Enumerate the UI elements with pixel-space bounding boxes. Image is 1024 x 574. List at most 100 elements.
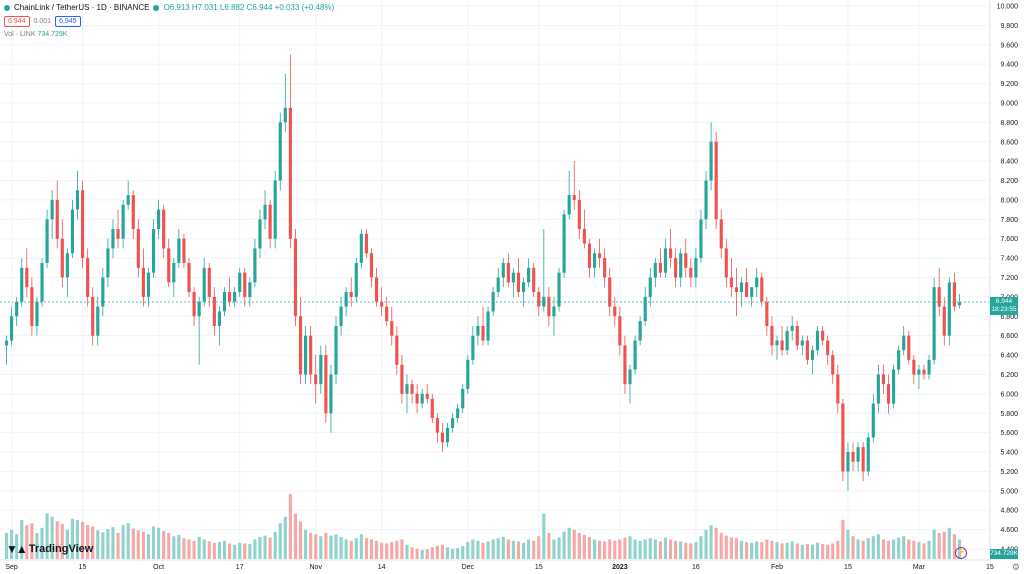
volume-bar [663,537,668,559]
candle-body [96,306,100,336]
volume-bars [4,494,962,559]
volume-bar [739,540,744,559]
candle-body [344,292,348,307]
candles [4,54,962,491]
time-tick-label: Sep [5,564,18,571]
candle-body [192,292,196,317]
tradingview-logo-icon: ▼▲ [6,542,28,556]
candle-body [775,340,779,346]
price-tick-label: 6.200 [1000,372,1018,379]
candle-body [202,267,206,302]
gear-icon[interactable]: ⚙ [1011,562,1020,572]
candle-body [55,199,59,239]
volume-bar [755,541,759,559]
price-tick-label: 8.400 [1000,159,1018,166]
candle-body [456,408,460,419]
candle-body [679,253,683,278]
volume-bar [841,520,845,559]
volume-bar [846,529,850,559]
volume-bar [643,539,647,559]
volume-bar [20,520,24,559]
candle-body [760,277,764,302]
price-tick-label: 4.800 [1000,508,1018,515]
volume-bar [623,537,627,559]
volume-bar [430,547,434,559]
candle-body [724,248,728,278]
volume-bar [151,526,156,559]
candle-body [75,190,80,210]
lightning-icon[interactable]: ⚡ [955,547,967,559]
volume-bar [780,543,784,559]
volume-bar [897,537,901,559]
candle-body [15,301,19,317]
volume-bar [603,541,607,559]
volume-bar [552,539,556,559]
volume-bar [917,542,921,559]
volume-bar [729,537,733,559]
volume-bar [937,533,941,559]
volume-bar [385,543,389,559]
candle-body [101,277,105,307]
volume-bar [55,521,59,559]
candle-body [932,287,936,360]
candle-body [577,199,581,230]
price-axis[interactable]: 10.000 9.800 9.600 9.400 9.200 9.000 8.800 8.60… [997,4,1019,554]
candle-body [952,282,956,307]
buy-button[interactable]: 6.945 [55,16,81,27]
volume-bar [714,527,718,559]
volume-bar [86,525,90,559]
candle-body [410,384,414,394]
volume-bar [167,533,171,559]
volume-bar [927,540,931,559]
volume-bar [329,535,333,559]
tradingview-logo[interactable]: ▼▲ TradingView [6,542,93,556]
candle-body [547,296,551,317]
price-tick-label: 5.200 [1000,469,1018,476]
candle-body [542,296,546,307]
volume-bar [856,539,860,559]
candle-body [314,374,318,385]
price-tick-label: 5.800 [1000,411,1018,418]
volume-bar [750,542,754,559]
volume-bar [314,534,318,559]
volume-bar [881,539,886,559]
price-tick-label: 7.600 [1000,236,1018,243]
volume-bar [121,525,125,559]
candle-body [435,418,439,433]
volume-bar [633,539,637,559]
ohlc-values: O6.913 H7.031 L6.882 C6.944 +0.033 (+0.4… [163,3,335,12]
candle-body [172,262,176,283]
candle-body [126,195,130,205]
volume-bar [288,494,292,559]
candle-body [146,272,151,297]
candle-body [20,267,24,302]
price-tick-label: 9.600 [1000,42,1018,49]
volume-bar [745,542,749,559]
time-tick-label: 17 [236,564,244,571]
volume-bar [238,542,242,559]
symbol-title[interactable]: ChainLink / TetherUS · 1D · BINANCE [14,3,150,12]
volume-bar [359,534,363,559]
candle-body [329,374,333,414]
volume-bar [440,544,445,559]
volume-bar [851,536,855,559]
candle-body [942,306,946,336]
time-tick-label: Nov [310,564,323,571]
candle-body [451,418,455,428]
volume-bar [40,527,44,559]
candle-body [45,219,49,263]
time-tick-label: 2023 [612,564,628,571]
candle-body [167,248,171,283]
price-tick-label: 8.600 [1000,139,1018,146]
candle-body [836,374,840,404]
time-axis[interactable]: Sep15Oct17Nov14Dec15202316Feb15Mar15Apr1… [5,564,1024,571]
sell-button[interactable]: 6.944 [4,16,30,27]
candle-body [831,355,835,375]
time-tick-label: 16 [692,564,700,571]
volume-bar [30,523,34,559]
candle-body [233,292,237,302]
time-tick-label: Oct [153,564,164,571]
candle-body [684,253,688,268]
candle-body [917,369,921,375]
